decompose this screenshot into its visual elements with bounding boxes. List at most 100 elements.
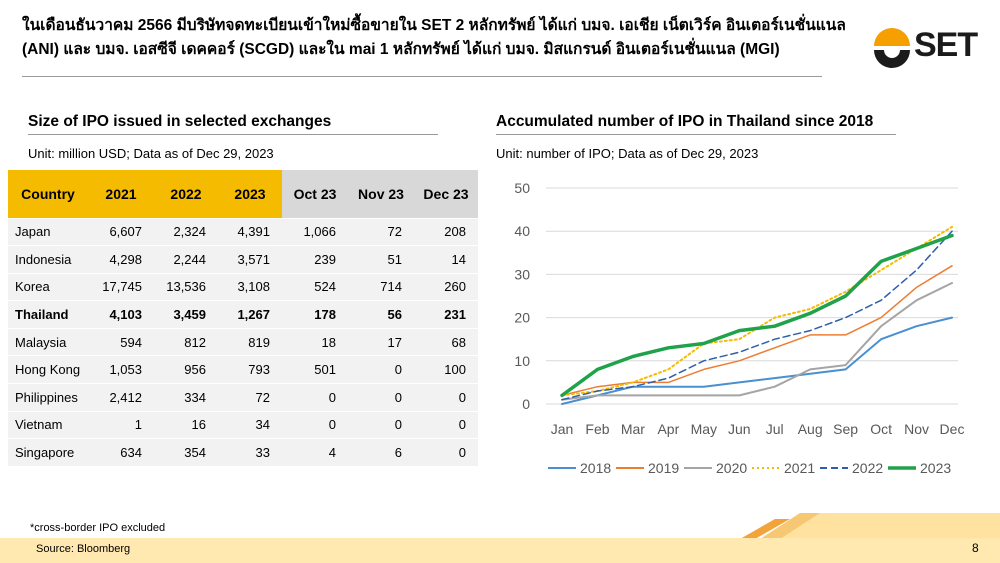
country-cell: Singapore: [8, 438, 88, 467]
value-cell: 6,607: [88, 217, 154, 246]
col-header-oct23: Oct 23: [282, 170, 348, 218]
country-cell: Philippines: [8, 383, 88, 412]
value-cell: 33: [218, 438, 282, 467]
value-cell: 14: [414, 245, 478, 274]
x-tick-label: Feb: [585, 421, 609, 437]
y-tick-label: 0: [522, 396, 530, 412]
value-cell: 239: [282, 245, 348, 274]
value-cell: 1,053: [88, 355, 154, 384]
col-header-2023: 2023: [218, 170, 282, 218]
value-cell: 1,267: [218, 300, 282, 329]
value-cell: 0: [282, 383, 348, 412]
value-cell: 0: [414, 410, 478, 439]
value-cell: 56: [348, 300, 414, 329]
table-row: Malaysia 594 812 819 18 17 68: [8, 327, 478, 356]
table-heading-rule: [28, 134, 438, 135]
series-line-2019: [561, 265, 953, 397]
col-header-dec23: Dec 23: [414, 170, 478, 218]
value-cell: 0: [414, 383, 478, 412]
x-tick-label: Aug: [798, 421, 823, 437]
value-cell: 2,412: [88, 383, 154, 412]
value-cell: 17: [348, 327, 414, 356]
col-header-2022: 2022: [154, 170, 218, 218]
value-cell: 4: [282, 438, 348, 467]
footer-decoration: [740, 513, 1000, 539]
set-logo-icon: [874, 28, 910, 68]
source-note: Source: Bloomberg: [36, 543, 131, 555]
country-cell: Vietnam: [8, 410, 88, 439]
value-cell: 1: [88, 410, 154, 439]
value-cell: 819: [218, 327, 282, 356]
set-logo-text: SET: [914, 26, 978, 64]
table-row: Japan 6,607 2,324 4,391 1,066 72 208: [8, 217, 478, 246]
y-tick-label: 30: [514, 266, 530, 282]
value-cell: 354: [154, 438, 218, 467]
x-tick-label: Jul: [766, 421, 784, 437]
value-cell: 634: [88, 438, 154, 467]
value-cell: 4,298: [88, 245, 154, 274]
value-cell: 793: [218, 355, 282, 384]
value-cell: 0: [348, 410, 414, 439]
value-cell: 3,459: [154, 300, 218, 329]
country-cell: Indonesia: [8, 245, 88, 274]
col-header-nov23: Nov 23: [348, 170, 414, 218]
country-cell: Japan: [8, 217, 88, 246]
chart-heading-rule: [496, 134, 896, 135]
chart-unit: Unit: number of IPO; Data as of Dec 29, …: [496, 146, 759, 161]
value-cell: 231: [414, 300, 478, 329]
x-tick-label: Jun: [728, 421, 751, 437]
value-cell: 812: [154, 327, 218, 356]
value-cell: 3,108: [218, 272, 282, 301]
legend-label: 2018: [580, 460, 611, 476]
y-tick-label: 50: [514, 180, 530, 196]
x-tick-label: Jan: [551, 421, 574, 437]
value-cell: 0: [348, 383, 414, 412]
y-tick-label: 20: [514, 310, 530, 326]
y-tick-label: 10: [514, 353, 530, 369]
x-tick-label: Nov: [904, 421, 929, 437]
value-cell: 2,324: [154, 217, 218, 246]
ipo-size-table: Country 2021 2022 2023 Oct 23 Nov 23 Dec…: [8, 170, 478, 467]
value-cell: 100: [414, 355, 478, 384]
value-cell: 72: [348, 217, 414, 246]
chart-heading: Accumulated number of IPO in Thailand si…: [496, 113, 874, 130]
table-heading: Size of IPO issued in selected exchanges: [28, 113, 332, 130]
page-number: 8: [972, 541, 979, 555]
series-line-2023: [560, 233, 954, 398]
value-cell: 178: [282, 300, 348, 329]
x-tick-label: Mar: [621, 421, 645, 437]
value-cell: 1,066: [282, 217, 348, 246]
x-tick-label: Apr: [657, 421, 679, 437]
legend-label: 2021: [784, 460, 815, 476]
value-cell: 6: [348, 438, 414, 467]
series-line-2020: [561, 282, 953, 401]
ipo-line-chart: 0 10 20 30 40 50 Jan Feb Mar Apr May Jun Jul Aug Sep Oc…: [514, 180, 965, 476]
country-cell: Hong Kong: [8, 355, 88, 384]
table-row: Hong Kong 1,053 956 793 501 0 100: [8, 355, 478, 384]
table-row: Thailand 4,103 3,459 1,267 178 56 231: [8, 300, 478, 329]
value-cell: 0: [282, 410, 348, 439]
table-row: Vietnam 1 16 34 0 0 0: [8, 410, 478, 439]
table-body: Japan 6,607 2,324 4,391 1,066 72 208 Indonesia 4…: [8, 217, 478, 467]
title-divider: [22, 76, 822, 77]
table-row: Philippines 2,412 334 72 0 0 0: [8, 383, 478, 412]
table-row: Korea 17,745 13,536 3,108 524 714 260: [8, 272, 478, 301]
value-cell: 51: [348, 245, 414, 274]
table-row: Singapore 634 354 33 4 6 0: [8, 438, 478, 467]
value-cell: 594: [88, 327, 154, 356]
set-logo: SET: [870, 24, 980, 68]
series-line-2022: [561, 230, 953, 401]
legend-label: 2022: [852, 460, 883, 476]
y-tick-label: 40: [514, 223, 530, 239]
table-header-row: Country 2021 2022 2023 Oct 23 Nov 23 Dec…: [8, 170, 478, 218]
legend-label: 2019: [648, 460, 679, 476]
value-cell: 16: [154, 410, 218, 439]
col-header-country: Country: [8, 170, 88, 218]
x-tick-label: Dec: [940, 421, 965, 437]
value-cell: 2,244: [154, 245, 218, 274]
footnote: *cross-border IPO excluded: [30, 522, 166, 534]
footer-band: [0, 538, 1000, 563]
value-cell: 334: [154, 383, 218, 412]
x-tick-label: Sep: [833, 421, 858, 437]
